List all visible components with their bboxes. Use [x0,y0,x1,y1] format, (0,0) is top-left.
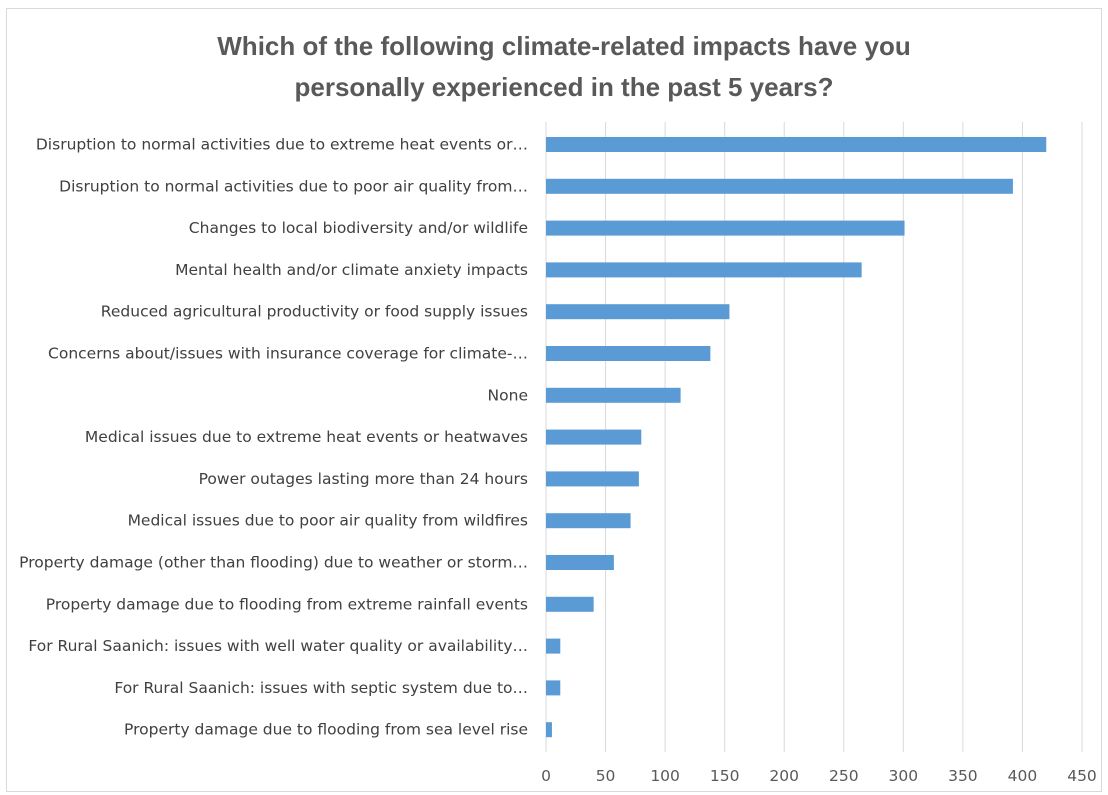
category-label-5: Reduced agricultural productivity or foo… [101,303,528,321]
x-tick-label-150: 150 [710,767,740,785]
bar-10 [546,513,631,529]
category-label-15: Property damage due to flooding from sea… [124,721,528,739]
bars [546,137,1047,738]
category-label-14: For Rural Saanich: issues with septic sy… [114,679,528,697]
category-label-6: Concerns about/issues with insurance cov… [48,345,528,363]
x-tick-label-100: 100 [650,767,680,785]
category-label-13: For Rural Saanich: issues with well wate… [28,637,528,655]
category-label-7: None [488,386,528,404]
category-labels: Disruption to normal activities due to e… [19,136,528,739]
x-tick-label-300: 300 [889,767,919,785]
bar-14 [546,680,561,696]
bar-13 [546,638,561,654]
category-label-11: Property damage (other than flooding) du… [19,554,528,572]
x-tick-label-200: 200 [769,767,799,785]
bar-9 [546,471,639,487]
bar-8 [546,429,642,445]
x-tick-label-0: 0 [541,767,551,785]
x-tick-label-250: 250 [829,767,859,785]
bar-12 [546,596,594,612]
bar-15 [546,722,552,738]
x-tick-label-350: 350 [948,767,978,785]
category-label-12: Property damage due to flooding from ext… [46,595,528,613]
chart-title-line-1: Which of the following climate-related i… [217,31,911,61]
category-label-1: Disruption to normal activities due to e… [36,136,528,154]
bar-5 [546,304,730,320]
x-tick-label-400: 400 [1008,767,1038,785]
x-tick-label-50: 50 [596,767,616,785]
chart-title-line-2: personally experienced in the past 5 yea… [294,72,834,102]
bar-2 [546,178,1013,194]
bar-3 [546,220,905,236]
category-label-3: Changes to local biodiversity and/or wil… [189,219,528,237]
category-label-4: Mental health and/or climate anxiety imp… [175,261,528,279]
category-label-8: Medical issues due to extreme heat event… [85,428,528,446]
category-label-2: Disruption to normal activities due to p… [59,177,528,195]
bar-11 [546,555,614,570]
bar-7 [546,387,681,403]
x-tick-label-450: 450 [1067,767,1097,785]
category-label-10: Medical issues due to poor air quality f… [128,512,528,530]
bar-1 [546,137,1047,152]
x-axis-tick-labels: 0 50 100 150 200 250 300 350 400 450 [541,767,1097,785]
category-label-9: Power outages lasting more than 24 hours [199,470,528,488]
bar-4 [546,262,862,278]
bar-6 [546,346,711,361]
chart-title: Which of the following climate-related i… [0,26,1108,108]
